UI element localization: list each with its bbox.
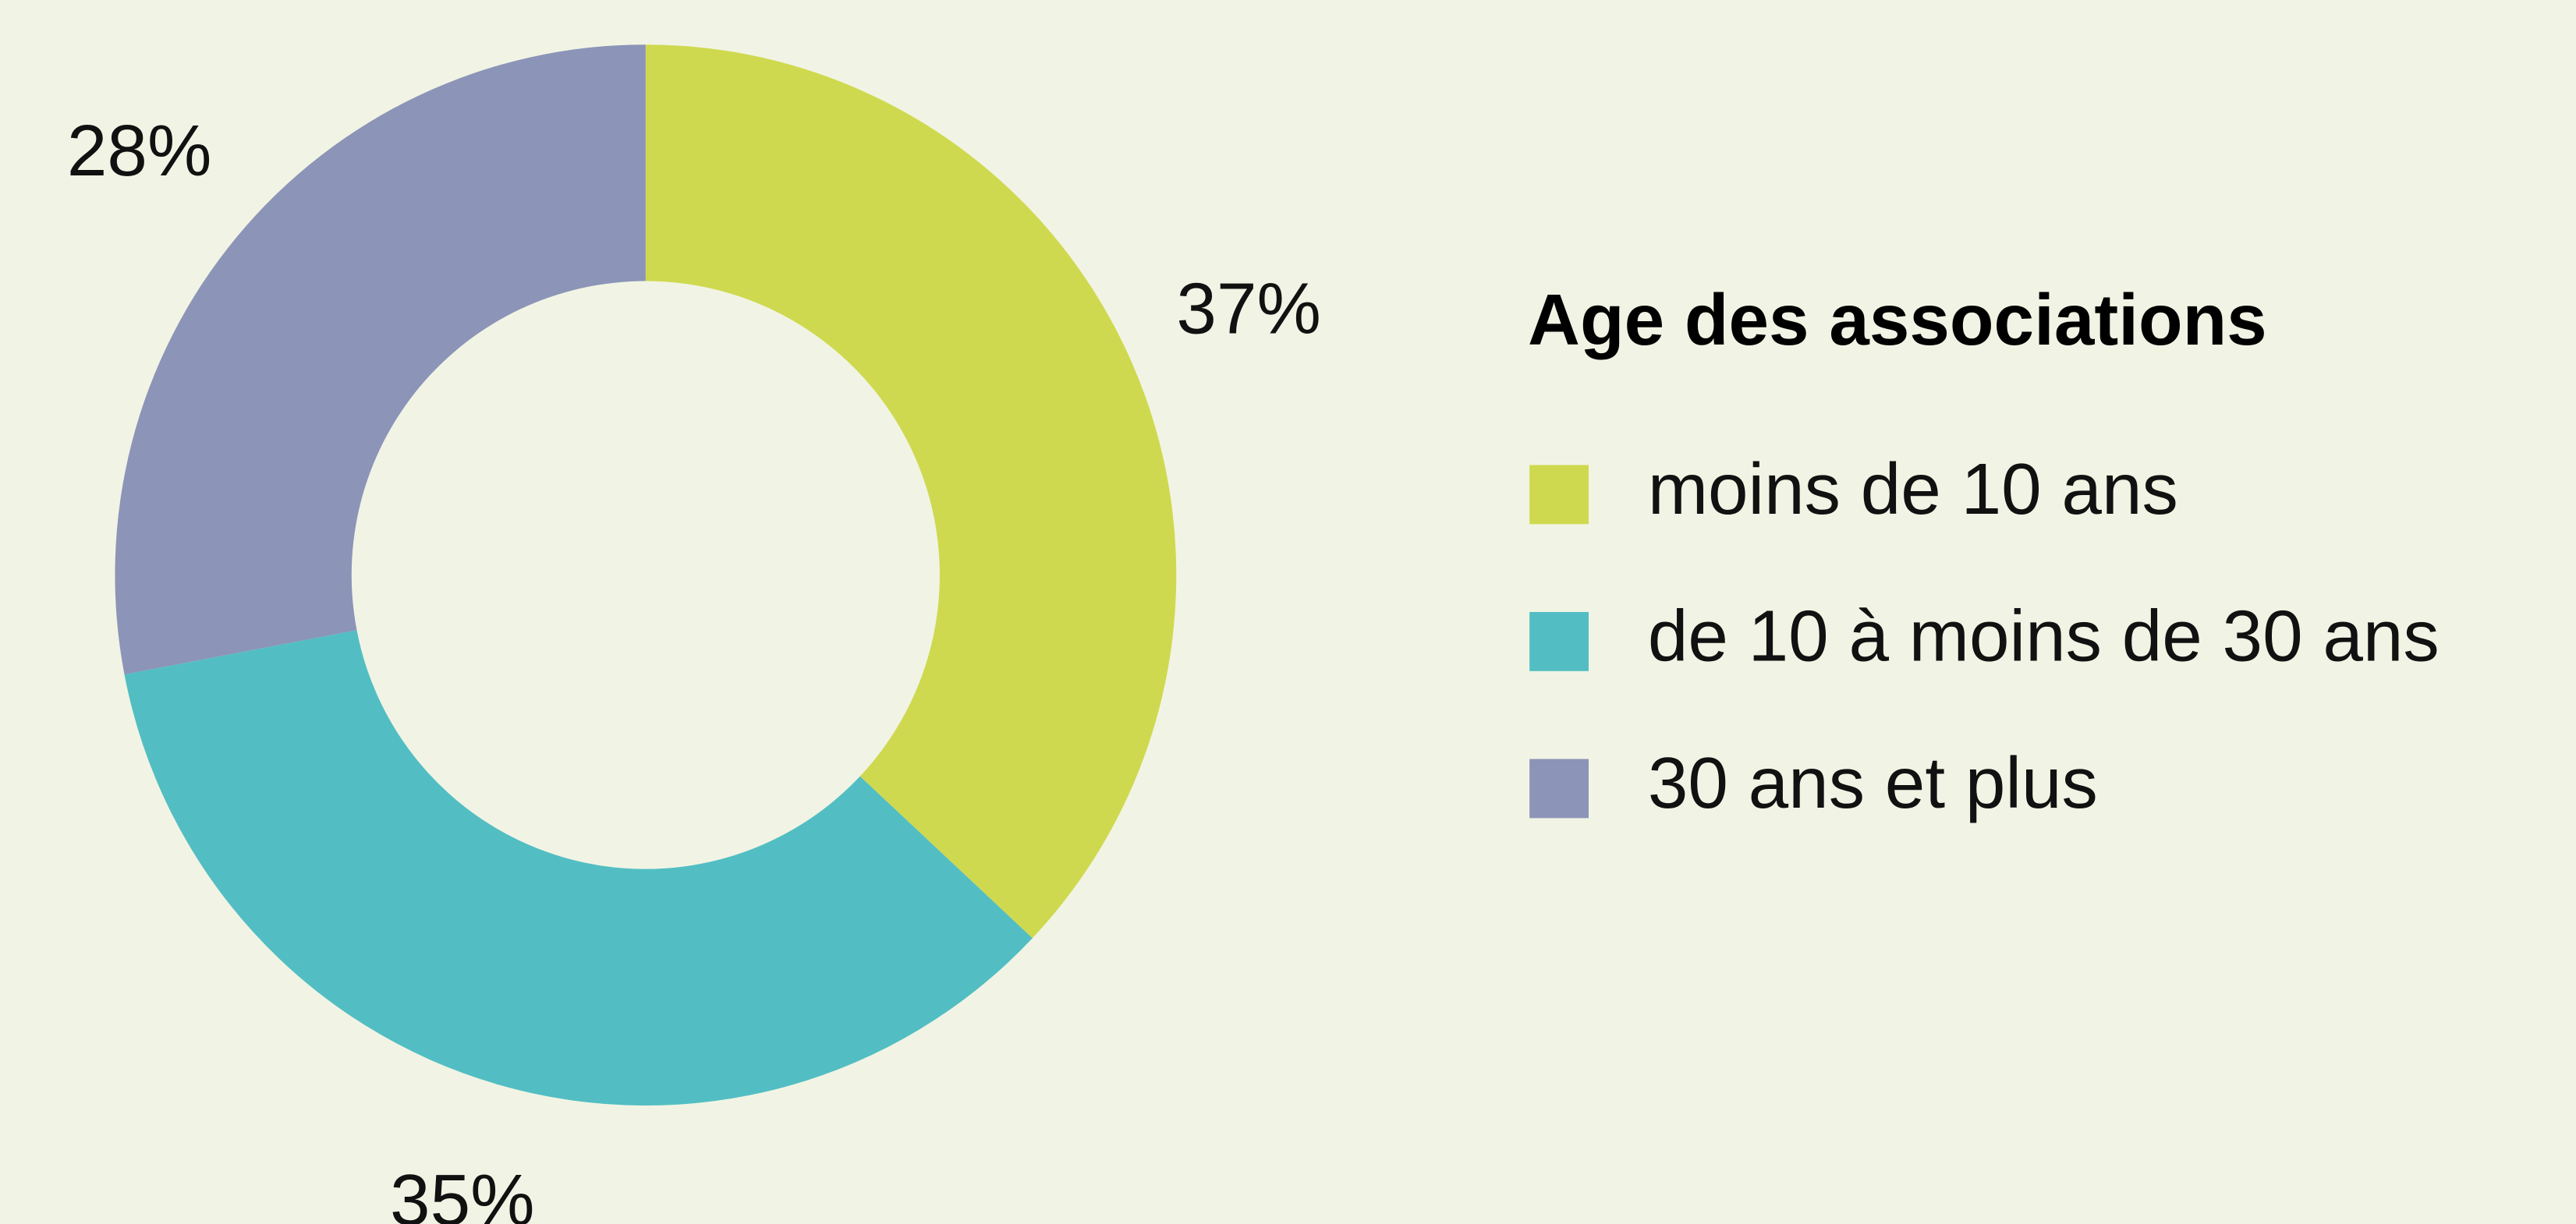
legend-label: de 10 à moins de 30 ans [1648, 595, 2440, 676]
legend-swatch [1529, 465, 1589, 525]
value-label: 35% [390, 1159, 534, 1224]
slice [645, 44, 1177, 939]
legend-swatch [1529, 612, 1589, 671]
legend-swatch [1529, 759, 1589, 819]
value-label: 28% [67, 110, 211, 191]
legend-label: 30 ans et plus [1648, 742, 2098, 823]
slice [124, 630, 1033, 1106]
legend-title: Age des associations [1528, 279, 2267, 360]
slice [115, 44, 646, 675]
value-label: 37% [1176, 267, 1320, 348]
legend-label: moins de 10 ans [1648, 448, 2178, 529]
